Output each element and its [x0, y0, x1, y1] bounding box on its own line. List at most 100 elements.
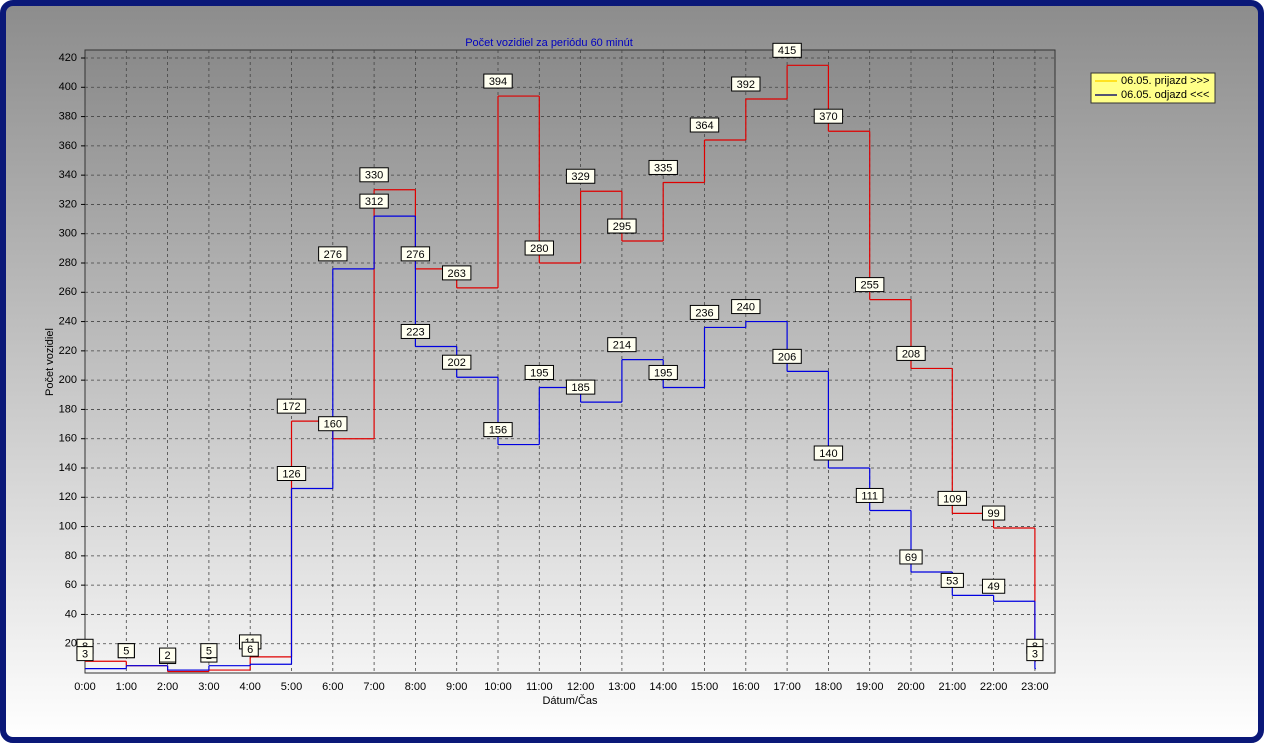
- x-tick-label: 10:00: [484, 681, 512, 693]
- data-label: 195: [648, 364, 678, 380]
- data-label: 206: [772, 348, 802, 364]
- data-label-text: 329: [571, 171, 589, 183]
- data-label-text: 172: [282, 401, 300, 413]
- x-tick-label: 6:00: [322, 681, 343, 693]
- chart-title: Počet vozidiel za periódu 60 minút: [465, 37, 633, 49]
- data-label-box: [772, 42, 802, 58]
- data-label-box: [981, 505, 1006, 521]
- y-tick-label: 420: [59, 52, 77, 64]
- data-label-text: 3: [82, 649, 88, 661]
- x-tick-label: 2:00: [157, 681, 178, 693]
- x-tick-label: 1:00: [116, 681, 137, 693]
- data-label: 140: [813, 445, 844, 461]
- data-label-box: [689, 304, 720, 320]
- y-tick-label: 220: [59, 345, 77, 357]
- data-label: 5: [117, 643, 135, 659]
- data-label: 126: [276, 466, 307, 481]
- data-label-box: [648, 364, 678, 380]
- data-label: 49: [981, 578, 1006, 594]
- data-label: 156: [483, 422, 513, 438]
- data-label-box: [359, 167, 389, 183]
- data-label-text: 5: [123, 646, 129, 658]
- y-tick-label: 120: [59, 491, 77, 503]
- legend: 06.05. prijazd >>> 06.05. odjazd <<<: [1090, 72, 1216, 104]
- data-label-text: 160: [324, 419, 342, 431]
- data-label-text: 295: [613, 221, 631, 233]
- data-label-box: [241, 641, 259, 657]
- data-label: 276: [318, 246, 348, 262]
- data-label-box: [937, 490, 967, 506]
- data-label: 195: [524, 364, 554, 380]
- data-label-text: 195: [530, 367, 548, 379]
- data-label-text: 370: [819, 111, 837, 123]
- data-label-text: 140: [819, 448, 837, 460]
- data-label-box: [813, 445, 844, 461]
- data-label: 53: [940, 572, 964, 588]
- data-label: 214: [607, 337, 637, 353]
- data-label-text: 6: [247, 644, 253, 656]
- data-label: 160: [318, 416, 348, 432]
- x-tick-label: 23:00: [1021, 681, 1049, 693]
- data-label-text: 364: [695, 120, 713, 132]
- y-tick-label: 280: [59, 257, 77, 269]
- data-label: 263: [442, 265, 472, 281]
- legend-label: 06.05. prijazd >>>: [1121, 75, 1209, 87]
- x-tick-label: 11:00: [526, 681, 553, 693]
- x-tick-label: 3:00: [198, 681, 219, 693]
- data-label-text: 156: [489, 424, 507, 436]
- data-label-text: 263: [448, 268, 466, 280]
- y-tick-label: 340: [59, 169, 77, 181]
- data-label-box: [359, 193, 389, 209]
- data-label: 223: [400, 323, 431, 339]
- x-tick-label: 18:00: [815, 681, 843, 693]
- data-label-box: [772, 348, 802, 364]
- data-label-text: 185: [571, 382, 589, 394]
- y-tick-label: 320: [59, 198, 77, 210]
- data-label-box: [483, 422, 513, 438]
- x-tick-label: 12:00: [567, 681, 595, 693]
- data-label-box: [200, 643, 218, 659]
- x-tick-label: 21:00: [939, 681, 967, 693]
- data-label: 280: [524, 240, 554, 256]
- x-tick-label: 15:00: [691, 681, 719, 693]
- data-label-box: [400, 323, 431, 339]
- data-label: 208: [896, 345, 926, 361]
- data-label: 255: [855, 277, 885, 293]
- data-label-text: 2: [165, 650, 171, 662]
- x-tick-label: 4:00: [239, 681, 260, 693]
- data-label-box: [899, 549, 923, 565]
- data-label-box: [607, 337, 637, 353]
- data-label: 2: [159, 647, 177, 663]
- data-label-box: [855, 277, 885, 293]
- data-label: 111: [855, 487, 884, 503]
- x-tick-label: 0:00: [74, 681, 95, 693]
- data-label-box: [940, 572, 964, 588]
- x-axis-label: Dátum/Čas: [542, 694, 598, 707]
- y-tick-label: 100: [59, 520, 77, 532]
- y-tick-label: 240: [59, 315, 77, 327]
- data-label-box: [565, 379, 596, 395]
- y-tick-label: 160: [59, 433, 77, 445]
- data-label: 185: [565, 379, 596, 395]
- data-label: 109: [937, 490, 967, 506]
- data-label-text: 5: [206, 646, 212, 658]
- data-label-text: 392: [737, 79, 755, 91]
- data-label-box: [981, 578, 1006, 594]
- x-tick-label: 9:00: [446, 681, 467, 693]
- x-tick-label: 8:00: [405, 681, 426, 693]
- data-label-text: 223: [406, 326, 424, 338]
- x-tick-label: 22:00: [980, 681, 1008, 693]
- data-label-box: [896, 345, 926, 361]
- data-label-text: 280: [530, 243, 548, 255]
- data-label-text: 3: [1032, 649, 1038, 661]
- data-label: 99: [981, 505, 1006, 521]
- data-label-text: 276: [406, 249, 424, 261]
- data-label: 415: [772, 42, 802, 58]
- data-label-box: [159, 647, 177, 663]
- data-label-text: 195: [654, 367, 672, 379]
- data-label: 202: [442, 354, 472, 370]
- data-label-text: 208: [902, 348, 920, 360]
- data-label-text: 69: [905, 552, 917, 564]
- data-label-box: [76, 646, 94, 662]
- data-label-box: [648, 159, 678, 175]
